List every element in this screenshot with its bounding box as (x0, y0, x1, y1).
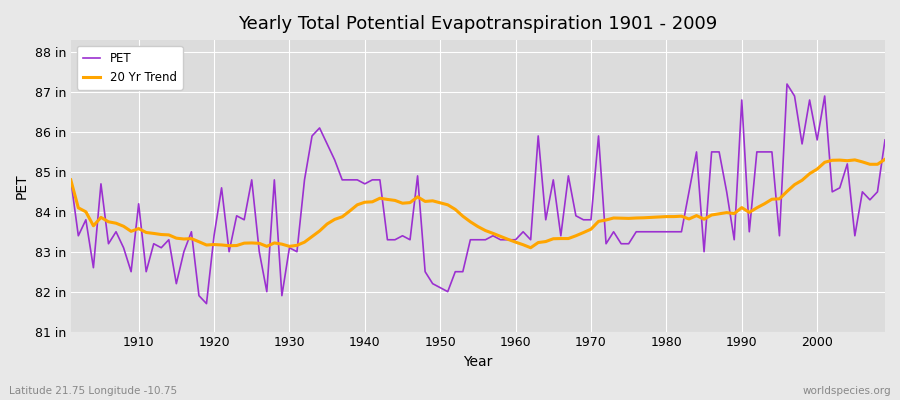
Line: PET: PET (71, 84, 885, 304)
20 Yr Trend (503, 237, 514, 242)
20 Yr Trend (292, 243, 302, 248)
Text: Latitude 21.75 Longitude -10.75: Latitude 21.75 Longitude -10.75 (9, 386, 177, 396)
X-axis label: Year: Year (464, 355, 492, 369)
PET (201, 301, 212, 306)
20 Yr Trend (526, 245, 536, 250)
PET (299, 178, 310, 182)
Y-axis label: PET: PET (15, 173, 29, 199)
20 Yr Trend (608, 216, 619, 220)
PET (781, 82, 792, 86)
20 Yr Trend (337, 214, 347, 219)
PET (66, 178, 77, 182)
20 Yr Trend (126, 229, 137, 234)
20 Yr Trend (510, 240, 521, 244)
20 Yr Trend (879, 157, 890, 162)
PET (518, 229, 528, 234)
PET (879, 138, 890, 142)
PET (345, 178, 356, 182)
PET (608, 229, 619, 234)
Text: worldspecies.org: worldspecies.org (803, 386, 891, 396)
PET (510, 237, 521, 242)
20 Yr Trend (66, 178, 77, 182)
PET (126, 269, 137, 274)
Title: Yearly Total Potential Evapotranspiration 1901 - 2009: Yearly Total Potential Evapotranspiratio… (238, 15, 717, 33)
Legend: PET, 20 Yr Trend: PET, 20 Yr Trend (76, 46, 183, 90)
Line: 20 Yr Trend: 20 Yr Trend (71, 159, 885, 248)
